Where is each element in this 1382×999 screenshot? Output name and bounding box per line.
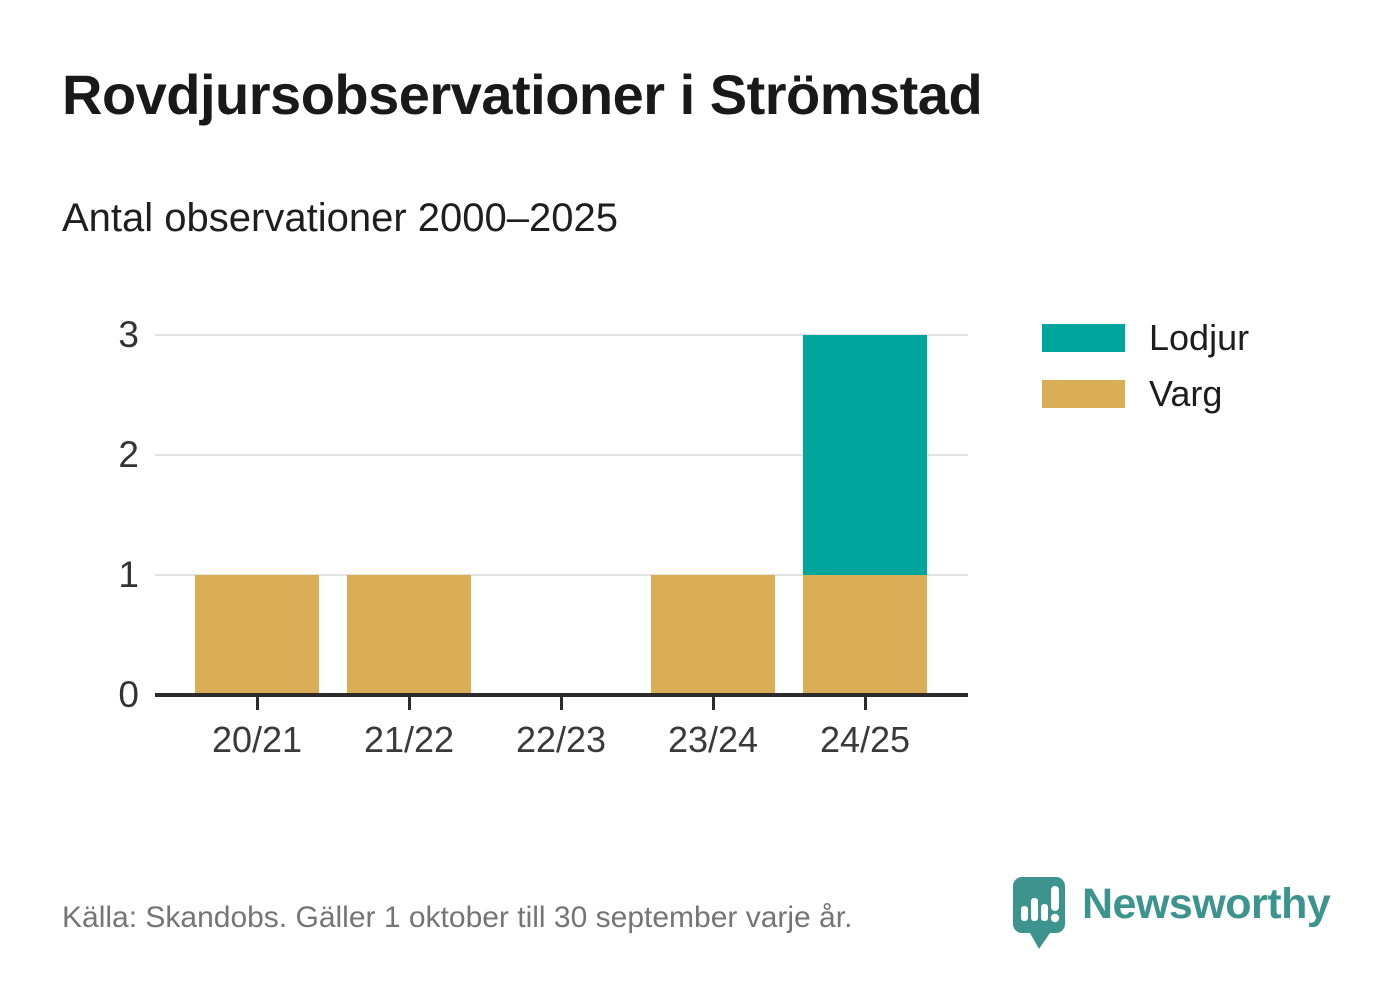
y-axis-tick-label: 2 — [118, 434, 139, 475]
x-axis-tick-label: 21/22 — [363, 719, 455, 760]
legend-swatch-varg — [1042, 380, 1125, 408]
bar-segment-varg-24/25 — [803, 575, 927, 695]
x-axis-tick-label: 22/23 — [515, 719, 607, 760]
chart-subtitle: Antal observationer 2000–2025 — [62, 196, 618, 240]
plot-area: 0 1 2 3 20/21 21/22 22/23 23/24 24/25 — [118, 314, 968, 760]
x-axis-tick — [864, 697, 867, 710]
x-axis-tick-label: 23/24 — [667, 719, 759, 760]
legend-swatch-lodjur — [1042, 324, 1125, 352]
source-note: Källa: Skandobs. Gäller 1 oktober till 3… — [62, 901, 853, 934]
page-title: Rovdjursobservationer i Strömstad — [62, 63, 983, 126]
legend-label: Varg — [1149, 373, 1223, 414]
x-axis-tick — [256, 697, 259, 710]
legend-label: Lodjur — [1149, 317, 1250, 358]
bar-segment-varg-21/22 — [347, 575, 471, 695]
x-axis-tick — [408, 697, 411, 710]
gridline — [155, 454, 968, 456]
newsworthy-logo-icon — [1013, 877, 1065, 949]
x-axis-tick-label: 20/21 — [211, 719, 303, 760]
chart-legend: Lodjur Varg — [1042, 317, 1249, 435]
x-axis-line — [155, 693, 968, 697]
y-axis-tick-label: 1 — [118, 554, 139, 595]
y-axis-tick-label: 3 — [118, 314, 139, 355]
newsworthy-wordmark: Newsworthy — [1082, 880, 1331, 928]
newsworthy-brand: Newsworthy — [1012, 876, 1342, 956]
bar-segment-varg-20/21 — [195, 575, 319, 695]
gridline — [155, 574, 968, 576]
legend-item-lodjur: Lodjur — [1042, 317, 1249, 358]
gridline — [155, 334, 968, 336]
bar-segment-varg-23/24 — [651, 575, 775, 695]
bar-segment-lodjur-24/25 — [803, 335, 927, 575]
y-axis-tick-label: 0 — [118, 674, 139, 715]
x-axis-tick-label: 24/25 — [819, 719, 911, 760]
x-axis-tick — [560, 697, 563, 710]
legend-item-varg: Varg — [1042, 373, 1249, 414]
x-axis-tick — [712, 697, 715, 710]
